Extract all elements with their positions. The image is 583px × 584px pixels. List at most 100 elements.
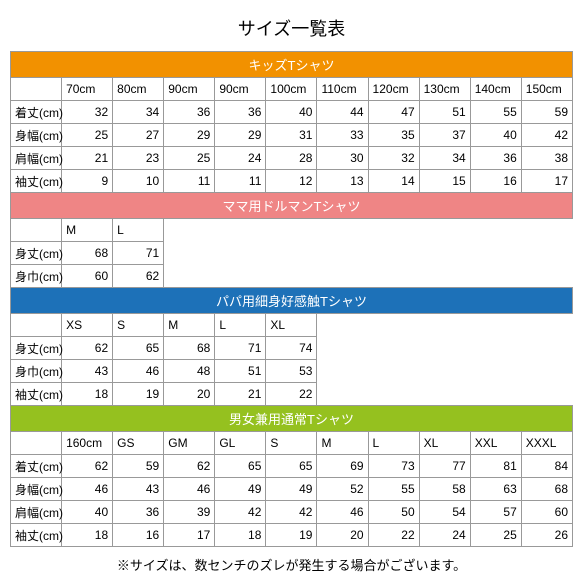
papa-cell-1-1: 46 bbox=[113, 360, 164, 383]
unisex-cell-3-7: 24 bbox=[419, 524, 470, 547]
unisex-cell-0-9: 84 bbox=[521, 455, 572, 478]
kids-cell-2-3: 24 bbox=[215, 147, 266, 170]
kids-cell-3-1: 10 bbox=[113, 170, 164, 193]
papa-cell-1-2: 48 bbox=[164, 360, 215, 383]
kids-cell-0-8: 55 bbox=[470, 101, 521, 124]
kids-cell-1-1: 27 bbox=[113, 124, 164, 147]
papa-cell-0-2: 68 bbox=[164, 337, 215, 360]
kids-rowlabel-2: 肩幅(cm) bbox=[11, 147, 62, 170]
papa-cell-1-4: 53 bbox=[266, 360, 317, 383]
unisex-cell-3-9: 26 bbox=[521, 524, 572, 547]
kids-rowlabel-3: 袖丈(cm) bbox=[11, 170, 62, 193]
blank-cell bbox=[11, 432, 62, 455]
kids-cell-2-6: 32 bbox=[368, 147, 419, 170]
papa-size-2: M bbox=[164, 314, 215, 337]
footnote: ※サイズは、数センチのズレが発生する場合がございます。 bbox=[10, 555, 573, 574]
blank-cell bbox=[11, 78, 62, 101]
unisex-cell-3-4: 19 bbox=[266, 524, 317, 547]
kids-rowlabel-1: 身幅(cm) bbox=[11, 124, 62, 147]
mama-cell-0-0: 68 bbox=[62, 242, 113, 265]
unisex-cell-1-6: 55 bbox=[368, 478, 419, 501]
papa-cell-2-1: 19 bbox=[113, 383, 164, 406]
unisex-size-1: GS bbox=[113, 432, 164, 455]
mama-cell-1-1: 62 bbox=[113, 265, 164, 288]
kids-cell-3-8: 16 bbox=[470, 170, 521, 193]
unisex-cell-1-7: 58 bbox=[419, 478, 470, 501]
unisex-cell-1-1: 43 bbox=[113, 478, 164, 501]
papa-rowlabel-1: 身巾(cm) bbox=[11, 360, 62, 383]
unisex-cell-2-3: 42 bbox=[215, 501, 266, 524]
kids-rowlabel-0: 着丈(cm) bbox=[11, 101, 62, 124]
blank-cell bbox=[11, 219, 62, 242]
mama-cell-0-1: 71 bbox=[113, 242, 164, 265]
papa-size-1: S bbox=[113, 314, 164, 337]
unisex-cell-2-6: 50 bbox=[368, 501, 419, 524]
kids-cell-3-2: 11 bbox=[164, 170, 215, 193]
kids-cell-2-8: 36 bbox=[470, 147, 521, 170]
papa-size-3: L bbox=[215, 314, 266, 337]
papa-rowlabel-2: 袖丈(cm) bbox=[11, 383, 62, 406]
kids-cell-0-9: 59 bbox=[521, 101, 572, 124]
unisex-size-9: XXXL bbox=[521, 432, 572, 455]
unisex-cell-2-9: 60 bbox=[521, 501, 572, 524]
papa-header: パパ用細身好感触Tシャツ bbox=[11, 288, 573, 314]
kids-cell-1-8: 40 bbox=[470, 124, 521, 147]
kids-cell-0-7: 51 bbox=[419, 101, 470, 124]
unisex-cell-0-6: 73 bbox=[368, 455, 419, 478]
kids-size-9: 150cm bbox=[521, 78, 572, 101]
kids-size-2: 90cm bbox=[164, 78, 215, 101]
unisex-cell-1-9: 68 bbox=[521, 478, 572, 501]
mama-rowlabel-0: 身丈(cm) bbox=[11, 242, 62, 265]
kids-cell-2-2: 25 bbox=[164, 147, 215, 170]
papa-cell-1-3: 51 bbox=[215, 360, 266, 383]
unisex-cell-0-8: 81 bbox=[470, 455, 521, 478]
unisex-cell-3-6: 22 bbox=[368, 524, 419, 547]
unisex-cell-3-5: 20 bbox=[317, 524, 368, 547]
unisex-cell-2-4: 42 bbox=[266, 501, 317, 524]
kids-cell-1-6: 35 bbox=[368, 124, 419, 147]
kids-size-8: 140cm bbox=[470, 78, 521, 101]
kids-cell-0-0: 32 bbox=[62, 101, 113, 124]
papa-cell-2-0: 18 bbox=[62, 383, 113, 406]
kids-size-4: 100cm bbox=[266, 78, 317, 101]
kids-cell-3-6: 14 bbox=[368, 170, 419, 193]
unisex-cell-3-1: 16 bbox=[113, 524, 164, 547]
size-table: キッズTシャツ70cm80cm90cm90cm100cm110cm120cm13… bbox=[10, 51, 573, 547]
papa-cell-0-1: 65 bbox=[113, 337, 164, 360]
mama-size-0: M bbox=[62, 219, 113, 242]
kids-cell-2-1: 23 bbox=[113, 147, 164, 170]
unisex-size-4: S bbox=[266, 432, 317, 455]
kids-size-6: 120cm bbox=[368, 78, 419, 101]
kids-cell-0-5: 44 bbox=[317, 101, 368, 124]
mama-cell-1-0: 60 bbox=[62, 265, 113, 288]
papa-cell-0-0: 62 bbox=[62, 337, 113, 360]
unisex-cell-0-0: 62 bbox=[62, 455, 113, 478]
unisex-cell-2-7: 54 bbox=[419, 501, 470, 524]
unisex-cell-1-4: 49 bbox=[266, 478, 317, 501]
kids-cell-3-4: 12 bbox=[266, 170, 317, 193]
papa-cell-2-4: 22 bbox=[266, 383, 317, 406]
kids-cell-1-9: 42 bbox=[521, 124, 572, 147]
kids-header: キッズTシャツ bbox=[11, 52, 573, 78]
unisex-cell-0-4: 65 bbox=[266, 455, 317, 478]
kids-size-5: 110cm bbox=[317, 78, 368, 101]
unisex-rowlabel-3: 袖丈(cm) bbox=[11, 524, 62, 547]
mama-header: ママ用ドルマンTシャツ bbox=[11, 193, 573, 219]
kids-cell-1-5: 33 bbox=[317, 124, 368, 147]
kids-cell-0-2: 36 bbox=[164, 101, 215, 124]
kids-cell-2-4: 28 bbox=[266, 147, 317, 170]
mama-rowlabel-1: 身巾(cm) bbox=[11, 265, 62, 288]
kids-size-1: 80cm bbox=[113, 78, 164, 101]
unisex-size-8: XXL bbox=[470, 432, 521, 455]
kids-cell-0-3: 36 bbox=[215, 101, 266, 124]
unisex-size-2: GM bbox=[164, 432, 215, 455]
unisex-rowlabel-1: 身幅(cm) bbox=[11, 478, 62, 501]
kids-cell-1-4: 31 bbox=[266, 124, 317, 147]
kids-cell-2-7: 34 bbox=[419, 147, 470, 170]
unisex-cell-3-3: 18 bbox=[215, 524, 266, 547]
papa-size-0: XS bbox=[62, 314, 113, 337]
kids-cell-2-0: 21 bbox=[62, 147, 113, 170]
unisex-size-0: 160cm bbox=[62, 432, 113, 455]
kids-size-3: 90cm bbox=[215, 78, 266, 101]
kids-size-7: 130cm bbox=[419, 78, 470, 101]
